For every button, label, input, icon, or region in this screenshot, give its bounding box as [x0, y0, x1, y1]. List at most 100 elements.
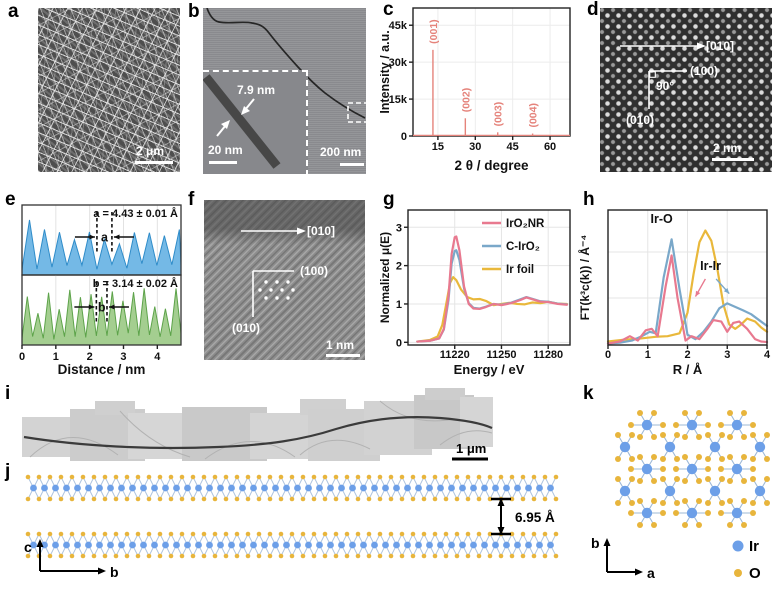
- svg-text:2: 2: [684, 349, 690, 361]
- svg-text:11280: 11280: [533, 349, 563, 361]
- svg-text:2: 2: [87, 351, 93, 363]
- atom-legend: Ir O: [732, 538, 761, 582]
- haadf-lattice-image: [010] (100) 90° (010) 2 nm: [600, 8, 772, 172]
- xanes-chart: 11220 11250 11280 0 1 2 3 Energy / eV Normalized…: [378, 209, 571, 377]
- svg-text:1: 1: [53, 351, 59, 363]
- svg-text:IrO₂NR: IrO₂NR: [506, 218, 545, 230]
- panel-e-label: e: [5, 189, 16, 210]
- o-legend-dot: [734, 569, 742, 577]
- montage-tiles: [22, 388, 493, 461]
- scale-bar-label: 1 μm: [456, 441, 486, 456]
- svg-text:Intensity / a.u.: Intensity / a.u.: [380, 30, 392, 113]
- svg-text:Energy / eV: Energy / eV: [454, 362, 525, 377]
- spacing-value: 6.95 Å: [515, 510, 555, 525]
- panel-b-label: b: [188, 1, 200, 22]
- lattice-annotations: [620, 42, 706, 109]
- svg-text:1: 1: [645, 349, 651, 361]
- plane-010-label: (010): [232, 321, 261, 335]
- tem-nanoribbon-image: 200 nm 7.9 nm 20 nm: [203, 8, 366, 174]
- exafs-chart: 0 1 2 3 4 R / Å FT(k³c(k)) / Å⁻⁴ Ir-O Ir-Ir: [578, 209, 771, 377]
- crystal-structure-side-view: 6.95 Å c b: [24, 474, 559, 580]
- tem-montage-image: 1 μm: [22, 388, 493, 461]
- svg-text:Normalized μ(E): Normalized μ(E): [378, 232, 392, 323]
- scale-bar: [326, 354, 360, 357]
- axis-c-label: c: [24, 539, 32, 555]
- long-nanoribbon-curve: [23, 416, 493, 450]
- atom-lattice: [615, 410, 770, 528]
- xrd-chart: (001) (002) (003) (004) 15 30 45 60 0 15k 30k 45k 2 …: [380, 7, 571, 173]
- film-wrinkle-arcs: [29, 400, 493, 460]
- svg-text:FT(k³c(k)) / Å⁻⁴: FT(k³c(k)) / Å⁻⁴: [578, 235, 592, 321]
- line-profile-chart: a = 4.43 ± 0.01 Å a b = 3.14 ± 0.02 Å b 0 1 2 3…: [19, 204, 182, 377]
- svg-text:15k: 15k: [389, 94, 408, 106]
- svg-text:60: 60: [544, 141, 556, 153]
- svg-text:Ir-Ir: Ir-Ir: [700, 259, 721, 273]
- angle-label: 90°: [656, 79, 675, 93]
- scale-bar-label: 2 μm: [136, 144, 165, 158]
- atom-layers: [25, 474, 559, 559]
- svg-text:0: 0: [401, 131, 407, 143]
- panel-j-label: j: [5, 461, 11, 482]
- svg-text:b: b: [98, 301, 106, 315]
- svg-text:0: 0: [396, 337, 402, 349]
- svg-text:3: 3: [120, 351, 126, 363]
- plane-100-label: (100): [690, 64, 719, 78]
- panel-f-label: f: [188, 189, 195, 210]
- svg-text:2 θ / degree: 2 θ / degree: [454, 158, 529, 173]
- svg-text:Ir-O: Ir-O: [651, 212, 674, 226]
- svg-text:15: 15: [432, 141, 444, 153]
- panel-h-label: h: [583, 189, 595, 210]
- scale-bar-label: 200 nm: [320, 145, 362, 159]
- plane-010-label: (010): [626, 113, 655, 127]
- svg-text:0: 0: [19, 351, 25, 363]
- svg-text:11220: 11220: [440, 349, 470, 361]
- svg-text:(004): (004): [528, 103, 540, 128]
- axis-indicator: c b: [24, 539, 119, 580]
- inset-scale-bar: [209, 161, 237, 164]
- scale-bar-label: 2 nm: [713, 141, 742, 155]
- svg-text:(002): (002): [460, 88, 472, 113]
- ir-legend-label: Ir: [749, 538, 759, 555]
- sem-nanowire-image: 2 μm: [38, 8, 180, 172]
- direction-label: [010]: [307, 224, 336, 238]
- panel-k-label: k: [583, 383, 594, 404]
- nanoribbon-curve: [206, 8, 366, 123]
- svg-text:11250: 11250: [486, 349, 516, 361]
- svg-text:2: 2: [396, 261, 402, 273]
- hrtem-annotations: [241, 227, 306, 317]
- scale-bar: [340, 163, 364, 166]
- interlayer-spacing-annotation: 6.95 Å: [491, 497, 555, 536]
- svg-text:45k: 45k: [389, 20, 408, 32]
- panel-c-label: c: [383, 0, 394, 20]
- svg-text:b = 3.14 ± 0.02 Å: b = 3.14 ± 0.02 Å: [93, 277, 178, 290]
- svg-text:(003): (003): [493, 102, 505, 127]
- o-legend-label: O: [749, 565, 761, 582]
- svg-text:4: 4: [764, 349, 771, 361]
- tem-inset: 7.9 nm 20 nm: [203, 70, 308, 174]
- svg-text:30: 30: [469, 141, 481, 153]
- svg-text:45: 45: [507, 141, 519, 153]
- svg-text:3: 3: [396, 222, 402, 234]
- scale-bar: [135, 161, 173, 164]
- axis-a-label: a: [647, 565, 655, 581]
- svg-text:30k: 30k: [389, 57, 408, 69]
- inset-ribbon-graphic: [203, 74, 281, 169]
- svg-text:4: 4: [154, 351, 161, 363]
- axis-indicator: b a: [591, 535, 655, 581]
- svg-text:a: a: [101, 231, 109, 245]
- svg-text:1: 1: [396, 299, 402, 311]
- axis-b-label: b: [110, 564, 119, 580]
- crystal-structure-top-view: Ir O b a: [591, 410, 770, 582]
- ir-legend-dot: [732, 540, 744, 552]
- svg-text:C-IrO₂: C-IrO₂: [506, 241, 540, 253]
- hrtem-image: [010] (100) (010) 1 nm: [204, 200, 365, 360]
- axis-b-label: b: [591, 535, 600, 551]
- svg-text:R / Å: R / Å: [673, 362, 703, 377]
- panel-i-label: i: [5, 383, 11, 404]
- scale-bar-label: 1 nm: [326, 338, 355, 352]
- inset-scale-bar-label: 20 nm: [208, 143, 243, 157]
- svg-text:(001): (001): [428, 19, 440, 44]
- svg-text:a = 4.43 ± 0.01 Å: a = 4.43 ± 0.01 Å: [93, 207, 178, 220]
- svg-text:3: 3: [724, 349, 730, 361]
